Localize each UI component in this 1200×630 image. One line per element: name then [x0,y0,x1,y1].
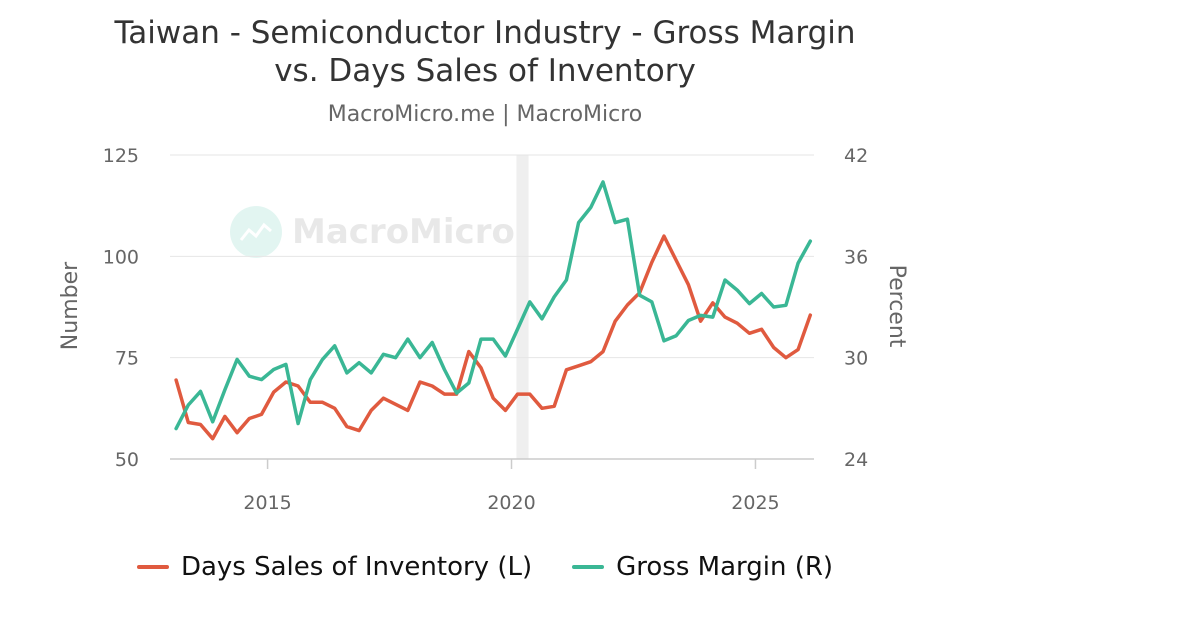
chart-title-line2: vs. Days Sales of Inventory [274,53,696,89]
legend-label-gross-margin: Gross Margin (R) [616,552,834,582]
legend-item-dsi[interactable]: Days Sales of Inventory (L) [136,552,533,582]
legend-label-dsi: Days Sales of Inventory (L) [180,552,533,582]
y-left-tick-label: 125 [103,145,139,167]
shaded-region [516,155,529,459]
watermark-text: MacroMicro [292,212,515,252]
chart-title-line1: Taiwan - Semiconductor Industry - Gross … [114,15,856,51]
chart-title: Taiwan - Semiconductor Industry - Gross … [0,14,970,90]
y-right-tick-label: 30 [844,348,868,370]
x-tick-label: 2025 [731,492,779,514]
y-right-tick-label: 36 [844,246,868,268]
y-left-tick-label: 50 [115,449,139,471]
y-right-tick-label: 42 [844,145,868,167]
series-line-gross-margin[interactable] [174,180,813,431]
y-axis-left-title: Number [58,261,83,350]
y-left-tick-label: 75 [115,348,139,370]
series-layer [174,180,813,441]
tick-layer: 50 75 100 125 24 30 36 42 2015 2020 2025 [103,145,868,514]
chart-subtitle: MacroMicro.me | MacroMicro [327,102,643,127]
y-right-tick-label: 24 [844,449,868,471]
legend-swatch-gross-margin [572,565,605,569]
legend-item-gross-margin[interactable]: Gross Margin (R) [572,552,833,582]
y-axis-right-title: Percent [884,265,909,348]
grid-layer [170,154,814,460]
x-tick-label: 2015 [243,492,291,514]
y-left-tick-label: 100 [103,246,139,268]
chart-logo-icon [230,206,282,258]
watermark: MacroMicro [230,206,515,258]
legend-swatch-dsi [136,565,169,569]
legend: Days Sales of Inventory (L) Gross Margin… [0,552,970,582]
x-tick-label: 2020 [487,492,535,514]
